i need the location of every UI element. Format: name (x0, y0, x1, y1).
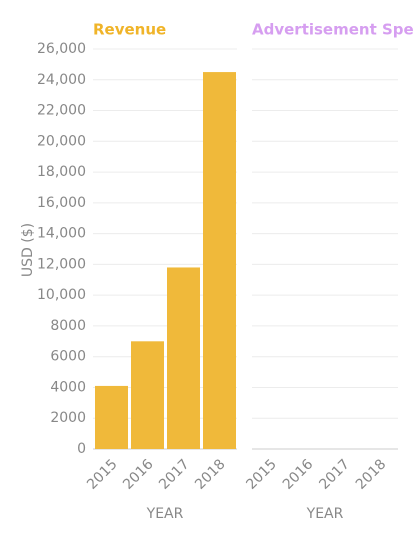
x-tick-label: 2018 (353, 456, 390, 493)
x-axis-label: YEAR (146, 506, 184, 522)
y-tick-label: 6000 (50, 349, 86, 365)
x-tick-label: 2017 (316, 456, 353, 493)
y-tick-label: 24,000 (37, 72, 86, 88)
y-tick-label: 10,000 (37, 287, 86, 303)
bar (167, 267, 200, 449)
panel-title: Revenue (93, 21, 166, 39)
panel-title: Advertisement Spend (252, 21, 414, 39)
x-tick-label: 2015 (243, 456, 280, 493)
x-tick-label: 2016 (120, 456, 157, 493)
y-tick-label: 22,000 (37, 103, 86, 119)
y-tick-label: 2000 (50, 410, 86, 426)
y-axis-label: USD ($) (20, 223, 36, 277)
x-axis-label: YEAR (306, 506, 344, 522)
bar (95, 385, 128, 449)
y-tick-label: 16,000 (37, 195, 86, 211)
bar (131, 341, 164, 449)
x-tick-label: 2015 (84, 456, 121, 493)
y-tick-label: 4000 (50, 379, 86, 395)
x-tick-label: 2016 (280, 456, 317, 493)
y-tick-label: 8000 (50, 318, 86, 334)
y-tick-label: 0 (77, 441, 86, 457)
y-tick-label: 18,000 (37, 164, 86, 180)
x-tick-label: 2018 (192, 456, 229, 493)
y-tick-label: 26,000 (37, 41, 86, 57)
y-tick-label: 20,000 (37, 133, 86, 149)
y-tick-label: 14,000 (37, 226, 86, 242)
bar (203, 72, 236, 450)
y-tick-label: 12,000 (37, 256, 86, 272)
x-tick-label: 2017 (156, 456, 193, 493)
